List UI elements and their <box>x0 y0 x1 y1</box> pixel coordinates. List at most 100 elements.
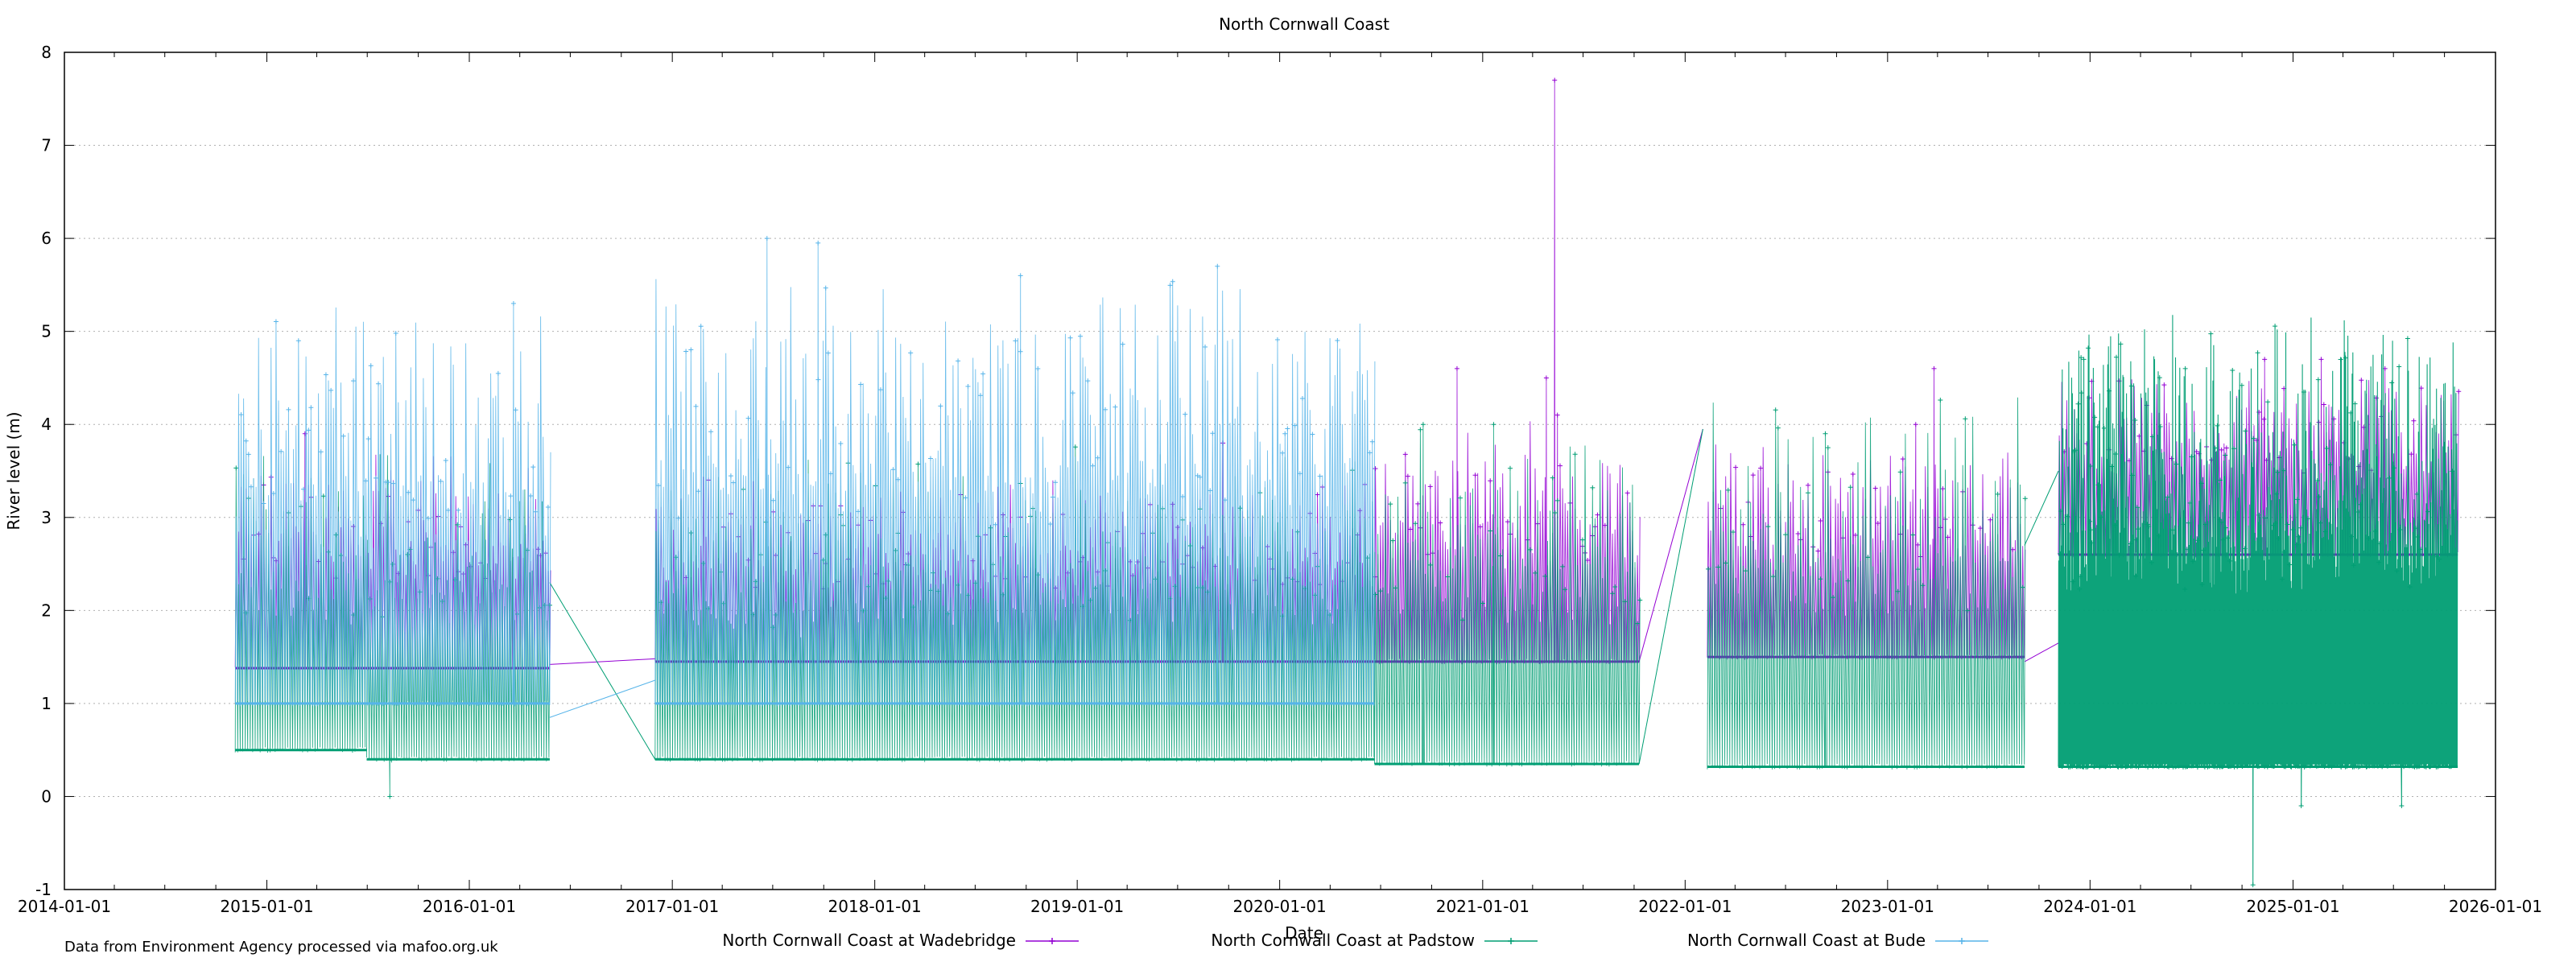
series-point <box>963 495 968 501</box>
series-point <box>1850 471 1856 477</box>
series-point <box>2135 505 2140 510</box>
series-point <box>1203 345 1208 350</box>
series-point <box>1552 77 1558 83</box>
series-point <box>1825 445 1831 451</box>
series-point <box>1013 338 1018 344</box>
series-point <box>1758 465 1764 471</box>
x-axis-label: Date <box>1285 923 1323 943</box>
series-padstow <box>233 315 2458 888</box>
series-point <box>683 349 689 354</box>
series-point <box>1488 478 1493 484</box>
series-point <box>510 301 516 306</box>
series-point <box>1090 463 1096 469</box>
series-point <box>696 489 701 494</box>
series-point <box>890 467 896 473</box>
series-point <box>1050 494 1055 500</box>
series-point <box>2165 494 2170 500</box>
series-point <box>2186 520 2191 526</box>
series-point <box>456 507 461 513</box>
series-point <box>1743 568 1748 574</box>
series-point <box>426 515 431 521</box>
series-point <box>2306 516 2311 522</box>
series-point <box>320 493 326 499</box>
x-tick-label: 2022-01-01 <box>1638 897 1732 916</box>
series-point <box>2169 456 2174 461</box>
series-point <box>406 489 411 495</box>
series-point <box>1460 617 1466 623</box>
series-point <box>1067 335 1073 341</box>
series-point <box>731 480 737 485</box>
series-point <box>2359 378 2364 383</box>
series-point <box>823 285 828 291</box>
series-point <box>2174 551 2180 557</box>
series-point <box>2265 399 2271 405</box>
series-point <box>2128 541 2133 547</box>
series-point <box>2352 401 2358 407</box>
series-point <box>2089 540 2095 546</box>
series-point <box>1624 490 1630 496</box>
series-point <box>2293 542 2299 547</box>
series-point <box>1215 263 1220 269</box>
series-point <box>1402 480 1408 485</box>
series-point <box>368 363 374 369</box>
series-point <box>2113 452 2119 457</box>
series-point <box>1579 537 1585 543</box>
series-point <box>528 493 534 498</box>
series-point <box>1393 585 1398 591</box>
series-point <box>1282 431 1288 436</box>
series-point <box>1806 482 1810 488</box>
series-point <box>2275 469 2281 475</box>
series-point <box>770 497 776 503</box>
series-point <box>2208 331 2214 336</box>
series-point <box>1635 621 1641 626</box>
series-point <box>1915 542 1921 547</box>
y-tick-label: 4 <box>41 415 52 434</box>
series-point <box>2099 514 2104 520</box>
series-point <box>1938 398 1943 403</box>
series-point <box>828 471 833 477</box>
series-point <box>2251 436 2256 441</box>
legend-label: North Cornwall Coast at Bude <box>1687 931 1926 950</box>
y-tick-label: 2 <box>41 601 52 620</box>
y-tick-label: -1 <box>35 880 52 899</box>
series-point <box>2425 509 2430 514</box>
series-point <box>2194 449 2199 455</box>
series-point <box>386 480 391 485</box>
series-point <box>1818 576 1823 582</box>
series-point <box>1572 452 1578 457</box>
series-point <box>2061 522 2066 527</box>
series-point <box>1418 427 1423 432</box>
series-point <box>2414 491 2420 497</box>
x-tick-label: 2021-01-01 <box>1436 897 1530 916</box>
series-point <box>387 794 393 799</box>
series-point <box>2280 576 2285 582</box>
series-point <box>1542 573 1548 579</box>
series-point <box>2413 526 2418 531</box>
series-point <box>1733 464 1739 470</box>
series-point <box>1823 431 1828 436</box>
x-tick-label: 2016-01-01 <box>423 897 516 916</box>
plot-area <box>233 77 2462 888</box>
series-point <box>1637 597 1643 603</box>
series-point <box>2149 434 2155 440</box>
series-point <box>1415 501 1421 506</box>
series-point <box>2450 469 2455 474</box>
y-tick-label: 0 <box>41 786 52 806</box>
series-point <box>445 507 451 513</box>
series-point <box>2109 464 2115 469</box>
series-point <box>786 464 791 470</box>
series-point <box>508 493 514 499</box>
series-point <box>2101 425 2107 431</box>
series-point <box>363 478 369 484</box>
series-point <box>2287 562 2292 568</box>
series-point <box>1915 567 1921 572</box>
series-point <box>1095 455 1100 460</box>
series-connector <box>549 679 655 718</box>
series-point <box>1292 423 1298 428</box>
series-point <box>2149 559 2154 565</box>
series-point <box>2116 552 2122 558</box>
series-point <box>1120 341 1125 347</box>
series-point <box>1527 547 1533 552</box>
series-point <box>2087 518 2092 524</box>
series-point <box>1072 444 1078 450</box>
